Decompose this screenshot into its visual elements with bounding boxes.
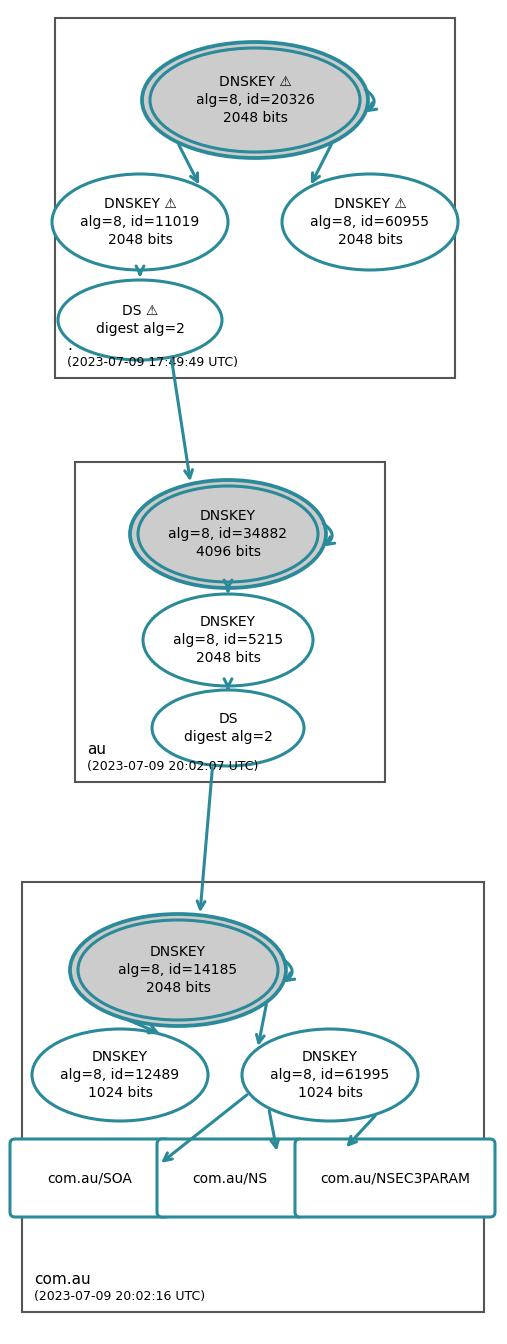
Text: DNSKEY
alg=8, id=61995
1024 bits: DNSKEY alg=8, id=61995 1024 bits	[270, 1050, 389, 1101]
Bar	[75, 462, 385, 782]
Text: au: au	[87, 742, 106, 757]
Ellipse shape	[78, 921, 278, 1020]
Ellipse shape	[142, 42, 368, 159]
Text: DNSKEY ⚠️
alg=8, id=60955
2048 bits: DNSKEY ⚠️ alg=8, id=60955 2048 bits	[310, 196, 429, 247]
Text: DNSKEY
alg=8, id=12489
1024 bits: DNSKEY alg=8, id=12489 1024 bits	[60, 1050, 179, 1101]
Ellipse shape	[138, 487, 318, 582]
Text: DS
digest alg=2: DS digest alg=2	[184, 712, 272, 745]
Text: DNSKEY ⚠️
alg=8, id=11019
2048 bits: DNSKEY ⚠️ alg=8, id=11019 2048 bits	[81, 196, 200, 247]
Ellipse shape	[32, 1030, 208, 1121]
Ellipse shape	[70, 914, 286, 1025]
Text: .: .	[67, 337, 72, 353]
Ellipse shape	[143, 594, 313, 685]
FancyBboxPatch shape	[157, 1138, 303, 1218]
Text: DNSKEY
alg=8, id=14185
2048 bits: DNSKEY alg=8, id=14185 2048 bits	[119, 945, 238, 996]
Ellipse shape	[130, 480, 326, 589]
Text: (2023-07-09 20:02:16 UTC): (2023-07-09 20:02:16 UTC)	[34, 1290, 205, 1302]
Text: com.au: com.au	[34, 1271, 91, 1288]
Bar	[22, 882, 484, 1312]
Ellipse shape	[52, 173, 228, 270]
Ellipse shape	[58, 280, 222, 360]
Ellipse shape	[152, 689, 304, 766]
Text: DNSKEY ⚠️
alg=8, id=20326
2048 bits: DNSKEY ⚠️ alg=8, id=20326 2048 bits	[196, 75, 314, 125]
Text: com.au/SOA: com.au/SOA	[48, 1171, 132, 1185]
FancyBboxPatch shape	[295, 1138, 495, 1218]
Text: com.au/NSEC3PARAM: com.au/NSEC3PARAM	[320, 1171, 470, 1185]
FancyArrowPatch shape	[366, 90, 377, 110]
Ellipse shape	[282, 173, 458, 270]
Text: (2023-07-09 17:49:49 UTC): (2023-07-09 17:49:49 UTC)	[67, 356, 238, 370]
Ellipse shape	[150, 48, 360, 152]
FancyArrowPatch shape	[283, 960, 295, 981]
Text: DNSKEY
alg=8, id=5215
2048 bits: DNSKEY alg=8, id=5215 2048 bits	[173, 614, 283, 665]
Text: DNSKEY
alg=8, id=34882
4096 bits: DNSKEY alg=8, id=34882 4096 bits	[168, 508, 287, 559]
Text: DS ⚠️
digest alg=2: DS ⚠️ digest alg=2	[95, 304, 185, 336]
Text: com.au/NS: com.au/NS	[193, 1171, 268, 1185]
Ellipse shape	[242, 1030, 418, 1121]
Bar	[55, 17, 455, 378]
FancyArrowPatch shape	[323, 524, 335, 544]
Text: (2023-07-09 20:02:07 UTC): (2023-07-09 20:02:07 UTC)	[87, 759, 259, 773]
FancyBboxPatch shape	[10, 1138, 170, 1218]
